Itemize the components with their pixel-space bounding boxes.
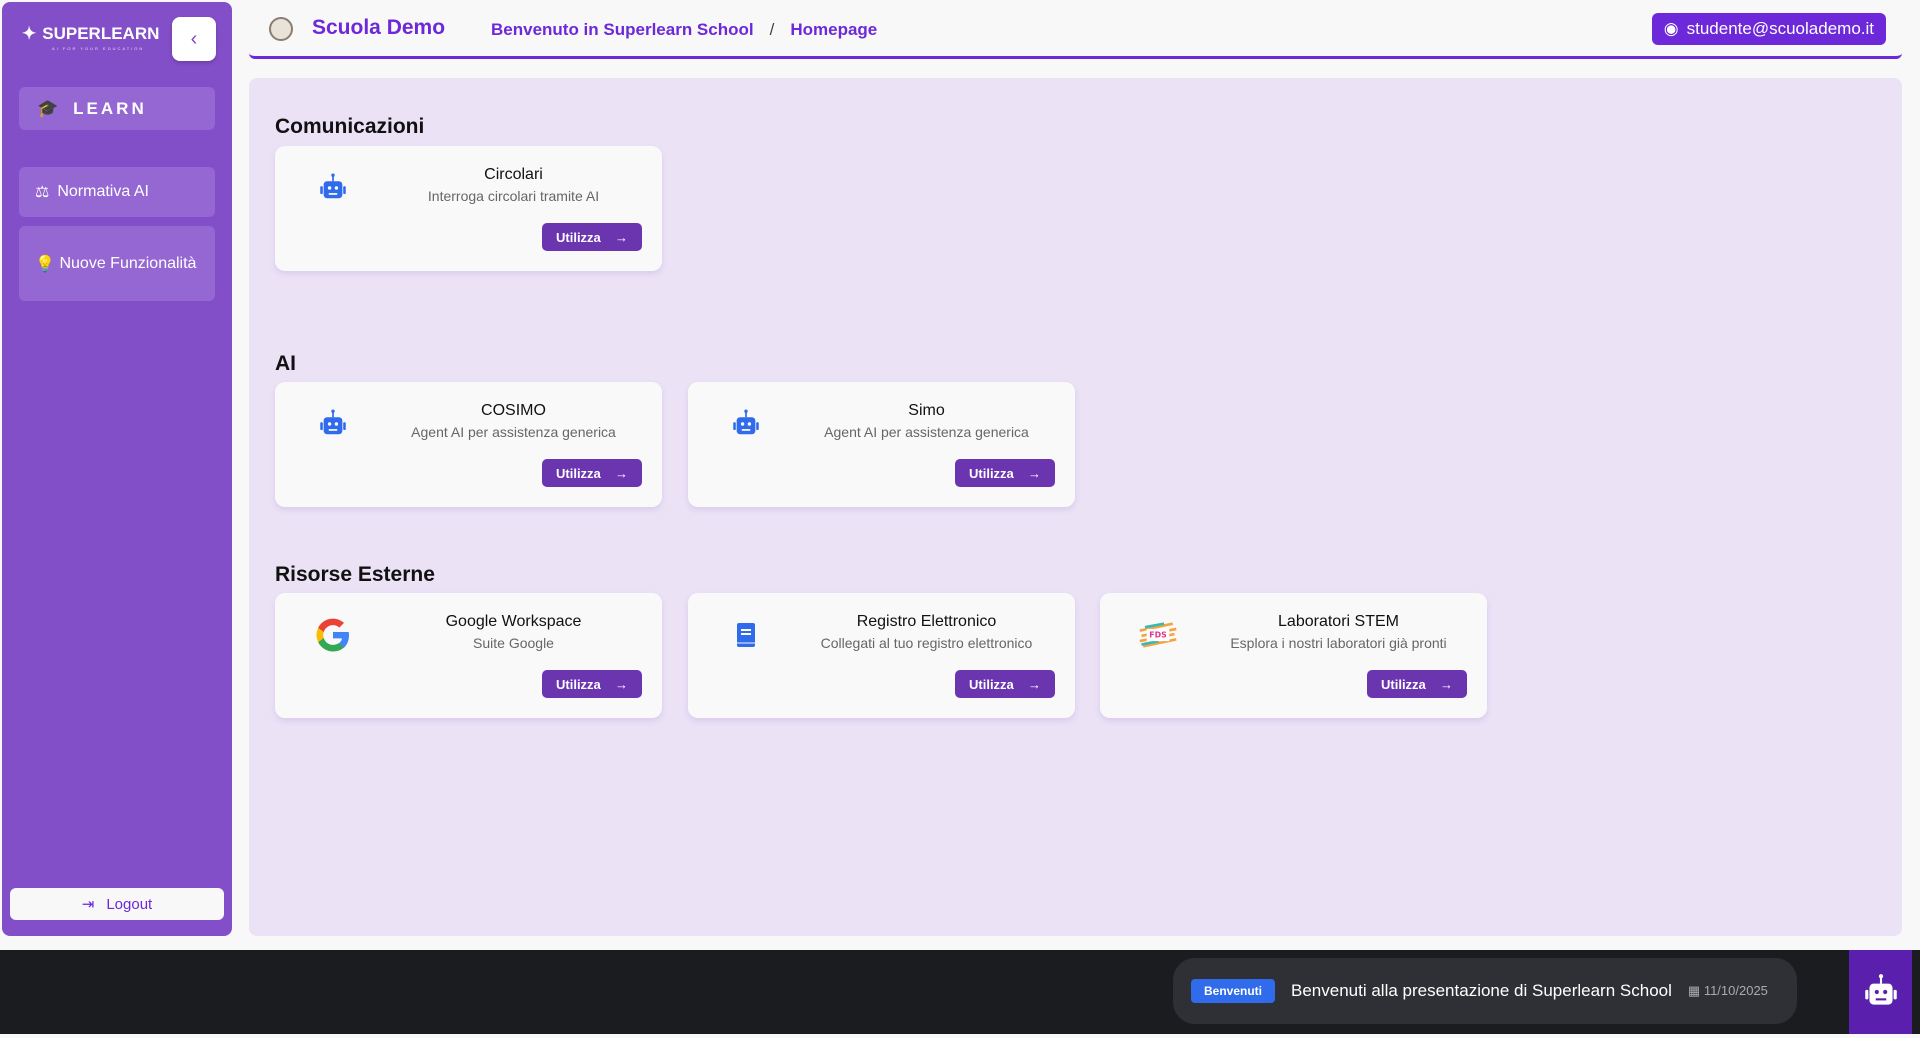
brand-logo: ✦ SUPERLEARN AI FOR YOUR EDUCATION	[22, 24, 160, 51]
utilizza-button[interactable]: Utilizza →	[955, 670, 1055, 698]
app-card: Simo Agent AI per assistenza generica Ut…	[688, 382, 1075, 507]
news-date: 11/10/2025	[1703, 983, 1768, 998]
card-title: Google Workspace	[445, 613, 582, 630]
school-name: Scuola Demo	[312, 16, 446, 39]
lightbulb-icon: 💡	[35, 255, 55, 273]
news-text: Benvenuti alla presentazione di Superlea…	[1291, 981, 1672, 1000]
logout-icon: ⇥	[81, 896, 95, 913]
sidebar-item-nuove-funzionalita[interactable]: 💡 Nuove Funzionalità	[19, 226, 215, 301]
stem-logo: FDS	[1138, 615, 1178, 655]
section-title: Risorse Esterne	[275, 563, 435, 586]
app-card: COSIMO Agent AI per assistenza generica …	[275, 382, 662, 507]
utilizza-button[interactable]: Utilizza →	[542, 459, 642, 487]
card-description: Suite Google	[473, 635, 554, 651]
user-menu-button[interactable]: ◉ studente@scuolademo.it	[1651, 13, 1886, 45]
collapse-sidebar-button[interactable]: ‹	[172, 17, 216, 61]
sidebar-item-normativa-ai[interactable]: ⚖ Normativa AI	[19, 167, 215, 217]
card-description: Agent AI per assistenza generica	[411, 424, 616, 440]
robot-icon	[726, 404, 766, 444]
arrow-right-icon: →	[615, 465, 628, 481]
section-title: Comunicazioni	[275, 115, 425, 138]
arrow-right-icon: →	[1028, 465, 1041, 481]
google-icon	[313, 615, 353, 655]
card-title: Circolari	[484, 166, 543, 183]
card-title: Laboratori STEM	[1278, 613, 1399, 630]
app-card: Google Workspace Suite Google Utilizza →	[275, 593, 662, 718]
robot-icon	[313, 168, 353, 208]
breadcrumb-homepage[interactable]: Homepage	[790, 20, 878, 39]
svg-text:FDS: FDS	[1149, 631, 1167, 640]
arrow-right-icon: →	[615, 229, 628, 245]
card-description: Agent AI per assistenza generica	[824, 424, 1029, 440]
utilizza-button[interactable]: Utilizza →	[1367, 670, 1467, 698]
school-logo	[269, 17, 293, 41]
scale-icon: ⚖	[35, 184, 50, 201]
card-title: Simo	[908, 402, 945, 419]
robot-icon	[313, 404, 353, 444]
header: Scuola Demo Benvenuto in Superlearn Scho…	[249, 0, 1902, 59]
utilizza-button[interactable]: Utilizza →	[542, 670, 642, 698]
robot-icon	[1864, 974, 1897, 1005]
sidebar-item-learn[interactable]: 🎓 LEARN	[19, 87, 215, 130]
arrow-right-icon: →	[1028, 676, 1041, 692]
arrow-right-icon: →	[615, 676, 628, 692]
section-title: AI	[275, 352, 296, 375]
card-description: Collegati al tuo registro elettronico	[820, 635, 1033, 651]
breadcrumb-welcome[interactable]: Benvenuto in Superlearn School	[491, 20, 754, 39]
news-item[interactable]: Benvenuti Benvenuti alla presentazione d…	[1173, 958, 1797, 1024]
breadcrumb: Benvenuto in Superlearn School / Homepag…	[491, 20, 878, 39]
book-icon	[726, 615, 766, 655]
card-title: COSIMO	[481, 402, 546, 419]
chatbot-button[interactable]	[1849, 950, 1912, 1034]
sparkle-icon: ✦	[22, 24, 37, 43]
utilizza-button[interactable]: Utilizza →	[542, 223, 642, 251]
news-badge: Benvenuti	[1191, 979, 1276, 1003]
sidebar: ✦ SUPERLEARN AI FOR YOUR EDUCATION ‹ 🎓 LEAR…	[2, 2, 232, 936]
calendar-icon: ▦	[1687, 983, 1701, 998]
card-title: Registro Elettronico	[856, 613, 997, 630]
app-card: Circolari Interroga circolari tramite AI…	[275, 146, 662, 271]
chevron-left-icon: ‹	[190, 27, 198, 50]
card-description: Interroga circolari tramite AI	[427, 188, 600, 204]
app-card: FDS Laboratori STEM Esplora i nostri lab…	[1100, 593, 1487, 718]
graduation-cap-icon: 🎓	[37, 98, 62, 118]
app-card: Registro Elettronico Collegati al tuo re…	[688, 593, 1075, 718]
utilizza-button[interactable]: Utilizza →	[955, 459, 1055, 487]
user-circle-icon: ◉	[1663, 19, 1679, 38]
arrow-right-icon: →	[1440, 676, 1453, 692]
logout-button[interactable]: ⇥ Logout	[10, 888, 224, 920]
news-bar: Benvenuti Benvenuti alla presentazione d…	[0, 950, 1920, 1034]
card-description: Esplora i nostri laboratori già pronti	[1230, 635, 1447, 651]
